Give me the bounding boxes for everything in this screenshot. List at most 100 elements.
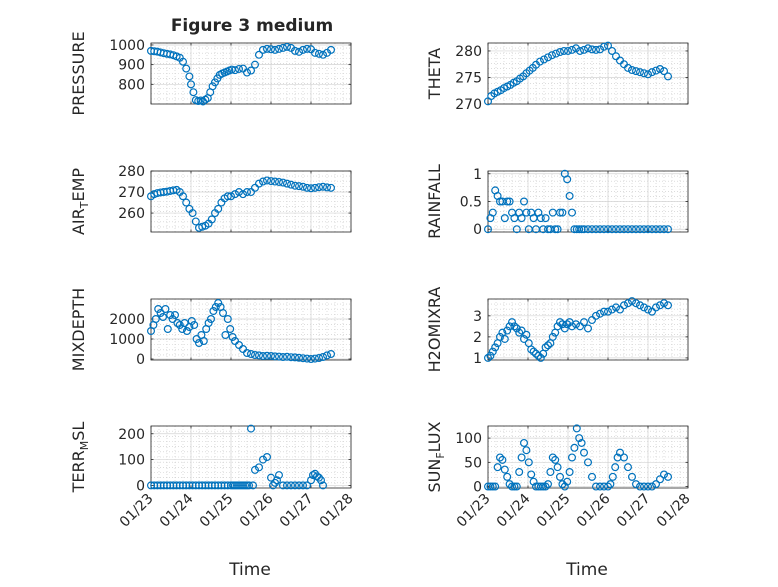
x-tick-label: 01/23: [454, 491, 494, 531]
data-point: [543, 480, 552, 489]
y-tick-label: 2: [473, 330, 482, 346]
subplot-2: 270 275 280 THETA: [425, 41, 689, 113]
data-point: [651, 225, 660, 234]
data-point: [647, 68, 656, 77]
data-point: [199, 337, 208, 346]
data-point: [635, 225, 644, 234]
data-point: [190, 321, 199, 330]
data-point: [631, 67, 640, 76]
data-point: [615, 225, 624, 234]
y-tick-label: 800: [118, 77, 145, 93]
data-point: [311, 354, 320, 363]
data-point: [647, 307, 656, 316]
data-point: [247, 350, 256, 359]
axes-box: [487, 42, 689, 105]
data-point: [191, 217, 200, 226]
data-point: [512, 225, 521, 234]
data-point: [527, 470, 536, 479]
data-point: [307, 184, 316, 193]
data-point: [603, 225, 612, 234]
data-point: [510, 322, 519, 331]
data-point: [275, 471, 284, 480]
data-point: [551, 49, 560, 58]
data-point: [651, 480, 660, 489]
data-point: [510, 482, 519, 491]
data-point: [505, 197, 514, 206]
data-point: [231, 337, 240, 346]
data-point: [659, 67, 668, 76]
y-axis-label-subscript: F: [434, 452, 447, 458]
y-tick-label: 100: [118, 453, 145, 469]
x-tick-label: 01/24: [157, 491, 197, 531]
data-point: [500, 214, 509, 223]
data-point: [579, 225, 588, 234]
data-point: [488, 347, 497, 356]
data-point: [239, 190, 248, 199]
data-point: [563, 46, 572, 55]
data-point: [488, 208, 497, 217]
data-point: [259, 177, 268, 186]
axes-box: [150, 170, 352, 233]
data-point: [595, 45, 604, 54]
y-tick-label: 2000: [109, 312, 145, 328]
subplot-1: 800 900 1000 PRESSURE: [69, 31, 352, 116]
data-point: [221, 331, 230, 340]
y-axis-label: AIRTEMP: [69, 168, 91, 235]
data-point: [579, 448, 588, 457]
data-point: [627, 297, 636, 306]
axes-box: [150, 42, 352, 105]
data-point: [655, 301, 664, 310]
data-point: [311, 183, 320, 192]
data-point: [500, 334, 509, 343]
data-point: [275, 177, 284, 186]
data-point: [631, 480, 640, 489]
data-point: [563, 320, 572, 329]
y-tick-label: 270: [455, 97, 482, 113]
data-point: [548, 453, 557, 462]
subplot-7: 0 100 200 TERRMSL 01/23 01/24 01/25 01/26 01/27 0…: [69, 422, 357, 580]
data-point: [535, 57, 544, 66]
data-point: [255, 50, 264, 59]
data-point: [570, 443, 579, 452]
axes-box: [487, 298, 689, 361]
data-point: [655, 225, 664, 234]
data-point: [311, 48, 320, 57]
data-point: [279, 353, 288, 362]
data-point: [171, 311, 180, 320]
data-point: [243, 349, 252, 358]
data-point: [529, 477, 538, 486]
data-point: [283, 481, 292, 490]
data-point: [519, 334, 528, 343]
data-point: [647, 225, 656, 234]
y-tick-label: 270: [118, 185, 145, 201]
data-point: [534, 351, 543, 360]
data-point: [299, 481, 308, 490]
data-point: [623, 225, 632, 234]
y-tick-label: 1000: [109, 332, 145, 348]
data-point: [503, 472, 512, 481]
data-point: [606, 480, 615, 489]
y-axis-label: THETA: [425, 48, 444, 100]
data-point: [491, 343, 500, 352]
data-point: [595, 225, 604, 234]
data-point: [319, 50, 328, 59]
y-axis-label-part: TERR: [69, 450, 88, 493]
data-point: [315, 49, 324, 58]
data-point: [639, 482, 648, 491]
data-point: [283, 179, 292, 188]
data-point: [291, 46, 300, 55]
data-point: [493, 463, 502, 472]
data-point: [543, 341, 552, 350]
data-point: [299, 354, 308, 363]
data-point: [575, 434, 584, 443]
data-point: [508, 482, 517, 491]
data-point: [555, 472, 564, 481]
data-point: [247, 66, 256, 75]
data-point: [315, 183, 324, 192]
data-point: [627, 225, 636, 234]
data-point: [303, 481, 312, 490]
data-point: [615, 448, 624, 457]
data-point: [327, 45, 336, 54]
data-point: [323, 183, 332, 192]
